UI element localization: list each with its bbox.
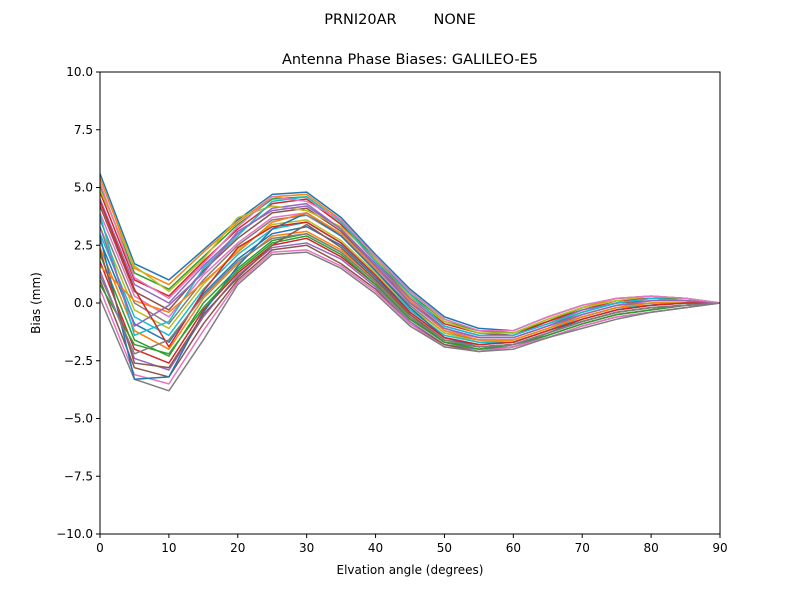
x-tick-label: 60 [506, 541, 521, 555]
y-tick-label: 2.5 [74, 238, 93, 252]
x-tick-label: 10 [161, 541, 176, 555]
y-axis-label: Bias (mm) [29, 272, 43, 334]
axes-frame [99, 71, 721, 535]
series-line-22 [99, 212, 720, 341]
x-axis-label: Elvation angle (degrees) [337, 563, 484, 577]
y-axis-ticks: −10.0 −7.5 −5.0 −2.5 0.0 2.5 5.0 7.5 10.0 [56, 65, 100, 541]
chart-suptitle: PRNI20AR NONE [324, 12, 476, 28]
x-tick-label: 40 [368, 541, 383, 555]
series-line-28 [99, 232, 721, 355]
y-tick-label: −7.5 [64, 469, 93, 483]
y-tick-label: 10.0 [66, 65, 93, 79]
y-tick-label: 7.5 [74, 123, 93, 137]
y-tick-label: −2.5 [64, 354, 93, 368]
series-line-24 [99, 201, 720, 348]
series-line-27 [99, 182, 721, 332]
x-tick-label: 80 [643, 541, 658, 555]
x-tick-label: 30 [299, 541, 314, 555]
y-tick-label: 0.0 [74, 296, 93, 310]
y-tick-label: −5.0 [64, 412, 93, 426]
x-tick-label: 50 [437, 541, 452, 555]
series-line-17 [99, 249, 721, 385]
series-line-18 [99, 251, 721, 392]
x-tick-label: 20 [230, 541, 245, 555]
x-axis-ticks: 0 10 20 30 40 50 60 70 80 90 [96, 534, 728, 555]
series-layer [99, 173, 721, 392]
y-tick-label: −10.0 [56, 527, 93, 541]
series-line-20 [99, 195, 721, 337]
x-tick-label: 70 [575, 541, 590, 555]
x-tick-label: 0 [96, 541, 104, 555]
y-tick-label: 5.0 [74, 181, 93, 195]
chart-title: Antenna Phase Biases: GALILEO-E5 [282, 52, 538, 68]
series-line-23 [99, 235, 721, 355]
series-line-25 [99, 205, 721, 339]
x-tick-label: 90 [712, 541, 727, 555]
series-line-19 [99, 189, 721, 334]
